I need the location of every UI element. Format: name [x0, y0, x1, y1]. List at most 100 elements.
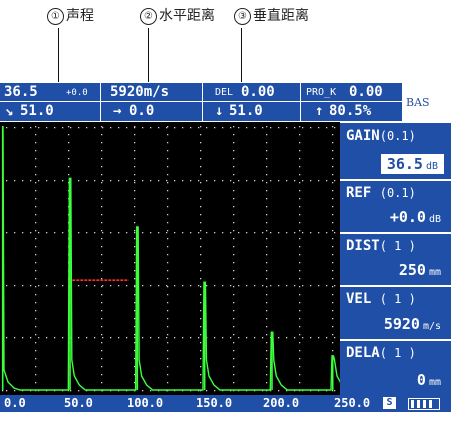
grid-dot [166, 337, 168, 339]
grid-dot [35, 158, 37, 160]
grid-dot [101, 310, 103, 312]
grid-dot [14, 180, 16, 182]
grid-dot [167, 350, 169, 352]
grid-dot [206, 232, 208, 234]
annotation-pointer-line [58, 28, 59, 114]
grid-dot [68, 134, 70, 136]
diagonal-arrow-icon: ↘ [5, 103, 14, 119]
grid-dot [35, 174, 37, 176]
grid-dot [167, 262, 169, 264]
grid-dot [54, 127, 56, 129]
grid-dot [78, 127, 80, 129]
grid-dot [266, 174, 268, 176]
grid-dot [233, 310, 235, 312]
down-arrow-icon: ↓ [215, 103, 224, 119]
grid-dot [278, 232, 280, 234]
grid-dot [78, 337, 80, 339]
grid-dot [262, 127, 264, 129]
grid-dot [299, 126, 301, 128]
grid-dot [266, 350, 268, 352]
grid-dot [35, 358, 37, 360]
grid-dot [233, 174, 235, 176]
grid-dot [278, 337, 280, 339]
grid-dot [200, 302, 202, 304]
grid-dot [142, 127, 144, 129]
dist-parameter[interactable]: DIST( 1 ) 250 mm [340, 234, 451, 285]
grid-dot [233, 350, 235, 352]
grid-dot [200, 334, 202, 336]
grid-dot [233, 246, 235, 248]
grid-dot [101, 318, 103, 320]
mode-indicator: BAS [406, 96, 430, 109]
grid-dot [134, 310, 136, 312]
grid-dot [266, 230, 268, 232]
gain-label: GAIN [346, 128, 380, 144]
grid-dot [214, 127, 216, 129]
grid-dot [200, 246, 202, 248]
grid-dot [78, 232, 80, 234]
grid-dot [299, 262, 301, 264]
grid-dot [266, 246, 268, 248]
dela-parameter[interactable]: DELA( 1 ) 0 mm [340, 341, 451, 395]
grid-dot [214, 285, 216, 287]
grid-dot [233, 374, 235, 376]
echo-trace [2, 126, 340, 391]
grid-dot [14, 337, 16, 339]
grid-dot [230, 180, 232, 182]
grid-dot [35, 166, 37, 168]
grid-dot [266, 326, 268, 328]
grid-dot [158, 337, 160, 339]
grid-dot [134, 285, 136, 287]
grid-dot [182, 127, 184, 129]
vertical-distance-value: 51.0 [229, 103, 263, 119]
ref-step: (0.1) [379, 186, 416, 200]
grid-dot [266, 222, 268, 224]
amplitude-value: 80.5% [329, 103, 372, 119]
grid-dot [35, 198, 37, 200]
vel-parameter[interactable]: VEL ( 1 ) 5920 m/s [340, 287, 451, 339]
vel-step: ( 1 ) [379, 292, 416, 306]
grid-dot [167, 126, 169, 128]
grid-dot [167, 366, 169, 368]
grid-dot [233, 206, 235, 208]
grid-dot [35, 334, 37, 336]
grid-dot [14, 232, 16, 234]
grid-dot [299, 166, 301, 168]
grid-dot [246, 337, 248, 339]
grid-dot [233, 302, 235, 304]
battery-icon [408, 398, 440, 410]
grid-dot [22, 285, 24, 287]
grid-dot [266, 342, 268, 344]
ref-parameter[interactable]: REF (0.1) +0.0 dB [340, 181, 451, 232]
amplitude-readout: ↑ 80.5% [301, 102, 402, 121]
grid-dot [200, 166, 202, 168]
grid-dot [233, 326, 235, 328]
grid-dot [101, 326, 103, 328]
grid-dot [299, 294, 301, 296]
grid-dot [101, 294, 103, 296]
grid-dot [190, 337, 192, 339]
grid-dot [14, 285, 16, 287]
grid-dot [167, 142, 169, 144]
grid-dot [6, 232, 8, 234]
grid-dot [332, 342, 334, 344]
grid-dot [110, 337, 112, 339]
grid-dot [200, 238, 202, 240]
grid-dot [38, 127, 40, 129]
grid-dot [332, 334, 334, 336]
grid-dot [22, 232, 24, 234]
grid-dot [334, 232, 336, 234]
grid-dot [332, 326, 334, 328]
grid-dot [299, 350, 301, 352]
grid-dot [299, 190, 301, 192]
grid-dot [332, 246, 334, 248]
grid-dot [94, 337, 96, 339]
horizontal-distance-readout: → 0.0 [101, 102, 202, 121]
grid-dot [35, 214, 37, 216]
grid-dot [233, 318, 235, 320]
gain-parameter[interactable]: GAIN(0.1) 36.5 dB [340, 123, 451, 179]
grid-dot [101, 198, 103, 200]
grid-dot [238, 127, 240, 129]
grid-dot [266, 294, 268, 296]
grid-dot [286, 127, 288, 129]
